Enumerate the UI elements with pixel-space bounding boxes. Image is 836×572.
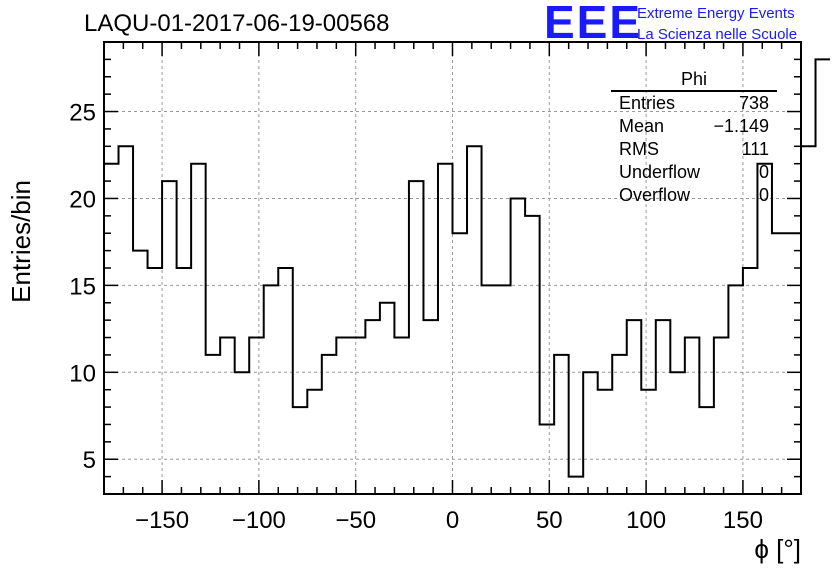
stats-key: RMS xyxy=(619,139,659,159)
stats-value: 0 xyxy=(758,185,769,205)
stats-row: Entries 738 xyxy=(611,92,777,115)
y-tick-labels: 5 10 15 20 25 xyxy=(69,100,96,475)
stats-row: Overflow 0 xyxy=(611,184,777,207)
y-tick-label: 10 xyxy=(69,360,96,387)
x-tick-label: −100 xyxy=(232,507,286,534)
stats-row: RMS 111 xyxy=(611,138,777,161)
stats-key: Overflow xyxy=(619,185,691,205)
x-tick-label: −150 xyxy=(135,507,189,534)
eee-logo-mark: EEE xyxy=(544,0,643,48)
x-tick-label: 0 xyxy=(446,507,459,534)
y-tick-label: 25 xyxy=(69,100,96,127)
stats-value: 738 xyxy=(738,93,769,113)
x-tick-label: 50 xyxy=(536,507,563,534)
y-tick-label: 5 xyxy=(83,447,96,474)
stats-row: Underflow 0 xyxy=(611,161,777,184)
x-tick-label: 150 xyxy=(723,507,763,534)
stats-row: Mean −1.149 xyxy=(611,115,777,138)
stats-key: Mean xyxy=(619,116,665,136)
y-tick-label: 20 xyxy=(69,186,96,213)
stats-value: 0 xyxy=(758,162,769,182)
histogram-outline xyxy=(104,58,831,478)
logo-line-1: Extreme Energy Events xyxy=(637,5,795,22)
y-tick-label: 15 xyxy=(69,273,96,300)
y-axis-label: Entries/bin xyxy=(6,180,36,303)
x-axis-label: ϕ [°] xyxy=(754,534,801,564)
stats-value: 111 xyxy=(741,139,769,159)
logo-line-2: La Scienza nelle Scuole xyxy=(637,26,798,43)
stats-key: Entries xyxy=(619,93,676,113)
eee-logo: EEE Extreme Energy Events La Scienza nel… xyxy=(544,0,834,48)
stats-box: Phi Entries 738 Mean −1.149 RMS 111 Unde… xyxy=(611,68,777,207)
axis-ticks xyxy=(103,41,802,495)
run-title: LAQU-01-2017-06-19-00568 xyxy=(84,10,390,37)
x-tick-labels: −150 −100 −50 0 50 100 150 xyxy=(135,507,763,534)
x-tick-label: 100 xyxy=(626,507,666,534)
stats-key: Underflow xyxy=(619,162,701,182)
stats-value: −1.149 xyxy=(713,116,769,136)
x-tick-label: −50 xyxy=(335,507,376,534)
stats-box-title: Phi xyxy=(611,68,777,92)
